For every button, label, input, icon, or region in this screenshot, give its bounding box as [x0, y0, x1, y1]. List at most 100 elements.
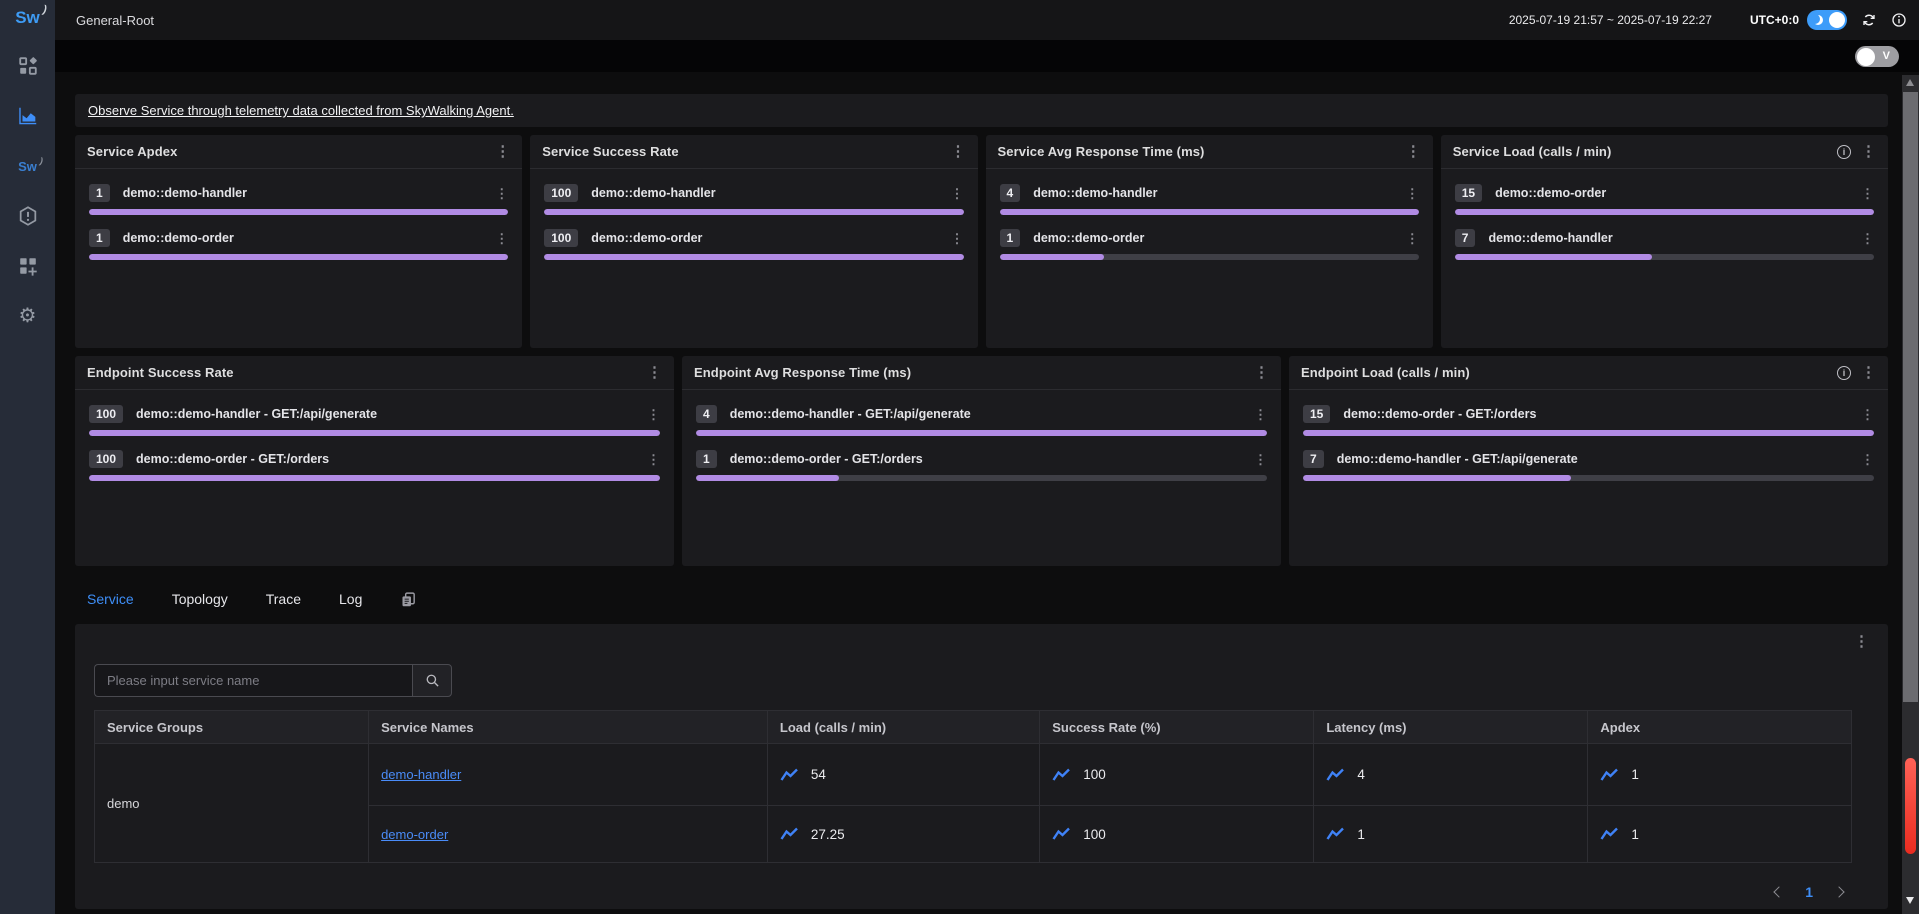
service-link-demo-order[interactable]: demo-order [381, 827, 448, 842]
scroll-up-arrow-icon[interactable] [1906, 79, 1914, 86]
metric-row: 1 demo::demo-order - GET:/orders ⋮ [696, 447, 1267, 481]
card-title: Service Apdex [87, 144, 177, 159]
kebab-menu-icon[interactable]: ⋮ [495, 232, 508, 245]
search-button[interactable] [412, 664, 452, 697]
card-title: Endpoint Load (calls / min) [1301, 365, 1470, 380]
scroll-down-arrow-icon[interactable] [1906, 897, 1914, 904]
tab-bar: Service Topology Trace Log [87, 582, 1888, 616]
metric-label: demo::demo-order - GET:/orders [730, 452, 923, 466]
metric-label: demo::demo-handler - GET:/api/generate [136, 407, 377, 421]
kebab-menu-icon[interactable]: ⋮ [951, 187, 964, 200]
scrollbar-thumb[interactable] [1903, 92, 1918, 702]
kebab-menu-icon[interactable]: ⋮ [1254, 453, 1267, 466]
kebab-menu-icon[interactable]: ⋮ [1861, 187, 1874, 200]
metric-row: 4 demo::demo-handler - GET:/api/generate… [696, 402, 1267, 436]
moon-icon [1813, 15, 1823, 25]
kebab-menu-icon[interactable]: ⋮ [1861, 453, 1874, 466]
trend-line-icon [780, 827, 799, 841]
time-range-picker[interactable]: 2025-07-19 21:57 ~ 2025-07-19 22:27 [1509, 13, 1712, 27]
kebab-menu-icon[interactable]: ⋮ [1854, 634, 1869, 649]
vertical-scrollbar[interactable] [1902, 75, 1919, 914]
col-latency: Latency (ms) [1314, 711, 1588, 744]
kebab-menu-icon[interactable]: ⋮ [951, 144, 966, 159]
kebab-menu-icon[interactable]: ⋮ [1861, 408, 1874, 421]
metric-row: 15 demo::demo-order - GET:/orders ⋮ [1303, 402, 1874, 436]
skywalking-logo[interactable]: Sw) [15, 8, 40, 28]
kebab-menu-icon[interactable]: ⋮ [1254, 408, 1267, 421]
kebab-menu-icon[interactable]: ⋮ [951, 232, 964, 245]
metric-label: demo::demo-handler [591, 186, 715, 200]
card-title: Endpoint Avg Response Time (ms) [694, 365, 911, 380]
metric-bar [1000, 254, 1419, 260]
card-title: Service Avg Response Time (ms) [998, 144, 1205, 159]
metric-bar [696, 475, 1267, 481]
info-icon[interactable]: i [1837, 366, 1851, 380]
kebab-menu-icon[interactable]: ⋮ [1406, 232, 1419, 245]
skywalking-mini-icon[interactable]: Sw) [16, 154, 40, 178]
metric-value-badge: 100 [544, 229, 578, 247]
kebab-menu-icon[interactable]: ⋮ [1861, 144, 1876, 159]
latency-value: 1 [1357, 827, 1365, 842]
metric-value-badge: 100 [89, 450, 123, 468]
service-link-demo-handler[interactable]: demo-handler [381, 767, 461, 782]
kebab-menu-icon[interactable]: ⋮ [647, 365, 662, 380]
widgets-plus-icon[interactable] [16, 254, 40, 278]
kebab-menu-icon[interactable]: ⋮ [1861, 232, 1874, 245]
scrollbar-red-marker [1905, 758, 1916, 854]
dark-mode-toggle[interactable] [1807, 10, 1847, 30]
copy-icon[interactable] [400, 591, 417, 608]
service-table: Service Groups Service Names Load (calls… [94, 710, 1852, 863]
metric-label: demo::demo-order [1495, 186, 1606, 200]
refresh-icon[interactable] [1861, 12, 1877, 28]
metric-label: demo::demo-handler [123, 186, 247, 200]
metric-value-badge: 7 [1303, 450, 1324, 468]
kebab-menu-icon[interactable]: ⋮ [495, 144, 510, 159]
trend-line-icon [1326, 827, 1345, 841]
success-rate-value: 100 [1083, 827, 1106, 842]
metric-row: 15 demo::demo-order ⋮ [1455, 181, 1874, 215]
kebab-menu-icon[interactable]: ⋮ [1406, 187, 1419, 200]
trend-line-icon [1052, 827, 1071, 841]
observe-service-link[interactable]: Observe Service through telemetry data c… [88, 103, 514, 118]
kebab-menu-icon[interactable]: ⋮ [1861, 365, 1876, 380]
col-load: Load (calls / min) [767, 711, 1039, 744]
kebab-menu-icon[interactable]: ⋮ [495, 187, 508, 200]
kebab-menu-icon[interactable]: ⋮ [647, 408, 660, 421]
tab-log[interactable]: Log [339, 591, 362, 607]
kebab-menu-icon[interactable]: ⋮ [647, 453, 660, 466]
alerting-hexagon-icon[interactable] [16, 204, 40, 228]
card-title: Service Success Rate [542, 144, 678, 159]
next-page-icon[interactable] [1833, 886, 1844, 897]
kebab-menu-icon[interactable]: ⋮ [1406, 144, 1421, 159]
page-title: General-Root [76, 13, 154, 28]
tab-topology[interactable]: Topology [172, 591, 228, 607]
metric-value-badge: 1 [89, 184, 110, 202]
service-metrics-row: Service Apdex ⋮ 1 demo::demo-handler ⋮ [75, 135, 1888, 348]
tab-service[interactable]: Service [87, 591, 134, 607]
kebab-menu-icon[interactable]: ⋮ [1254, 365, 1269, 380]
service-group-cell: demo [95, 744, 369, 863]
service-search-input[interactable] [94, 664, 412, 697]
metric-bar [89, 430, 660, 436]
latency-value: 4 [1357, 767, 1365, 782]
settings-gear-icon[interactable]: ⚙ [16, 304, 40, 328]
endpoint-metrics-row: Endpoint Success Rate ⋮ 100 demo::demo-h… [75, 356, 1888, 566]
card-service-load: Service Load (calls / min) i ⋮ 15 demo::… [1441, 135, 1888, 348]
previous-page-icon[interactable] [1774, 886, 1785, 897]
card-endpoint-success-rate: Endpoint Success Rate ⋮ 100 demo::demo-h… [75, 356, 674, 566]
metric-row: 100 demo::demo-handler - GET:/api/genera… [89, 402, 660, 436]
metric-value-badge: 4 [696, 405, 717, 423]
dashboards-chart-icon[interactable] [16, 104, 40, 128]
metric-value-badge: 100 [544, 184, 578, 202]
trend-line-icon [1600, 768, 1619, 782]
metric-label: demo::demo-handler - GET:/api/generate [730, 407, 971, 421]
current-page[interactable]: 1 [1805, 884, 1813, 900]
tab-trace[interactable]: Trace [266, 591, 301, 607]
info-icon[interactable] [1891, 12, 1907, 28]
metric-bar [89, 254, 508, 260]
info-icon[interactable]: i [1837, 145, 1851, 159]
marketplace-apps-icon[interactable] [16, 54, 40, 78]
metric-value-badge: 100 [89, 405, 123, 423]
apdex-value: 1 [1631, 827, 1639, 842]
view-edit-toggle[interactable]: V [1855, 46, 1899, 67]
